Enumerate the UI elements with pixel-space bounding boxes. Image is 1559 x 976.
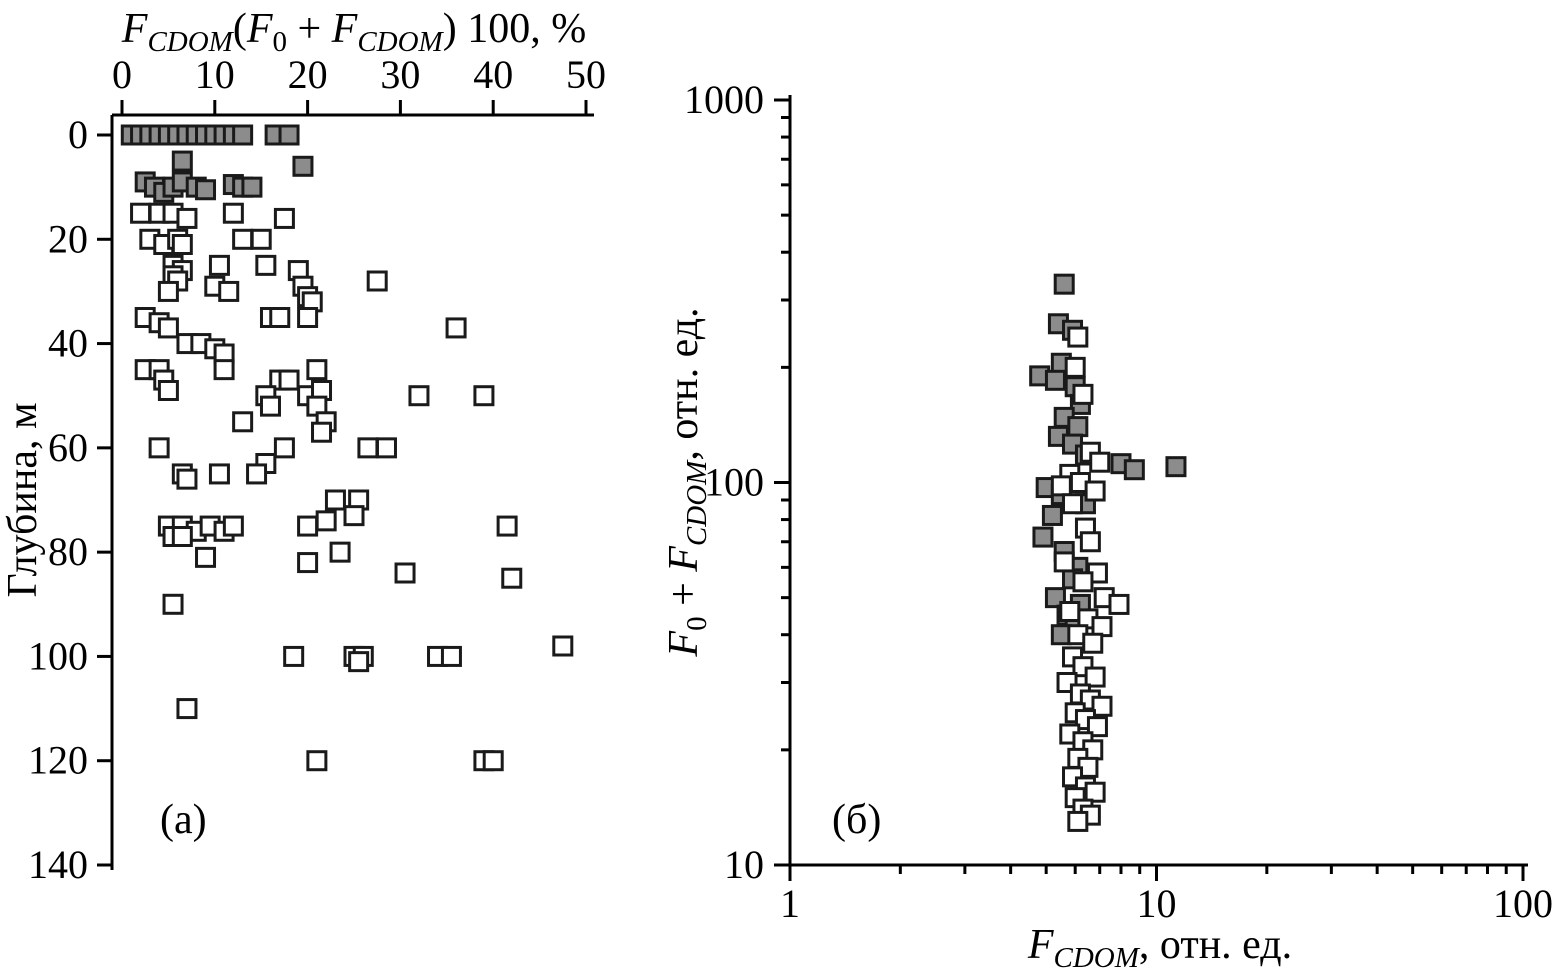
svg-text:F0 + FCDOM, отн. ед.: F0 + FCDOM, отн. ед. <box>661 307 713 657</box>
svg-text:10: 10 <box>1137 881 1177 926</box>
svg-text:100: 100 <box>704 460 764 505</box>
svg-text:140: 140 <box>28 842 88 887</box>
svg-text:10: 10 <box>195 52 235 97</box>
svg-text:10: 10 <box>724 842 764 887</box>
svg-text:40: 40 <box>48 321 88 366</box>
panel-a-label: (а) <box>160 797 207 843</box>
svg-text:FCDOM, отн. ед.: FCDOM, отн. ед. <box>1027 922 1292 974</box>
svg-text:100: 100 <box>28 633 88 678</box>
svg-text:1000: 1000 <box>684 77 764 122</box>
svg-text:60: 60 <box>48 425 88 470</box>
svg-text:0: 0 <box>112 52 132 97</box>
svg-text:0: 0 <box>68 112 88 157</box>
svg-text:50: 50 <box>566 52 606 97</box>
panel-b-label: (б) <box>832 797 882 843</box>
svg-text:30: 30 <box>380 52 420 97</box>
svg-text:80: 80 <box>48 529 88 574</box>
svg-text:120: 120 <box>28 738 88 783</box>
svg-text:40: 40 <box>473 52 513 97</box>
svg-text:20: 20 <box>288 52 328 97</box>
svg-text:100: 100 <box>1493 881 1553 926</box>
svg-text:20: 20 <box>48 216 88 261</box>
svg-text:FCDOM(F0 + FCDOM) 100, %: FCDOM(F0 + FCDOM) 100, % <box>121 6 586 58</box>
svg-text:Глубина, м: Глубина, м <box>0 402 46 597</box>
svg-text:1: 1 <box>780 881 800 926</box>
